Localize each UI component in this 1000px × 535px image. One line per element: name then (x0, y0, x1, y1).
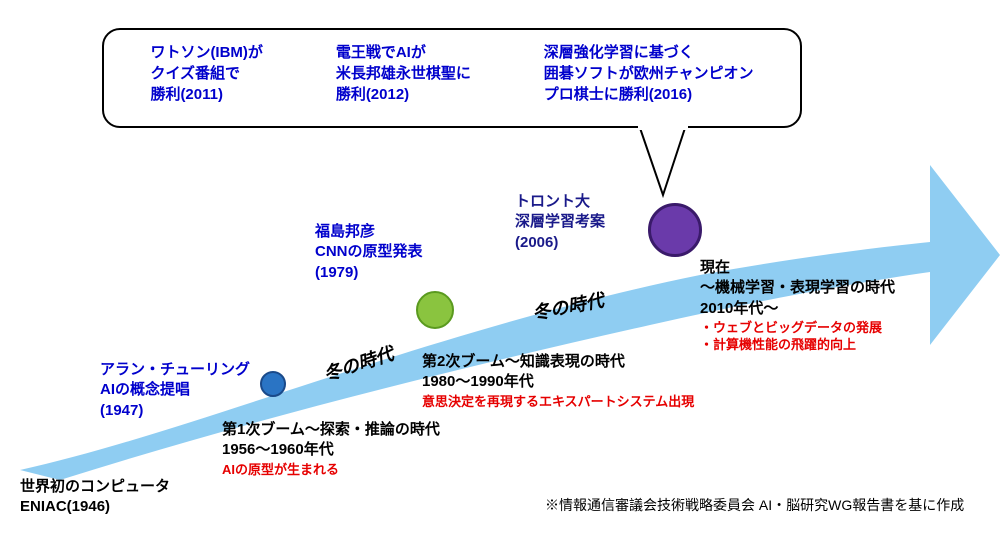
callout-tail (0, 0, 1000, 535)
